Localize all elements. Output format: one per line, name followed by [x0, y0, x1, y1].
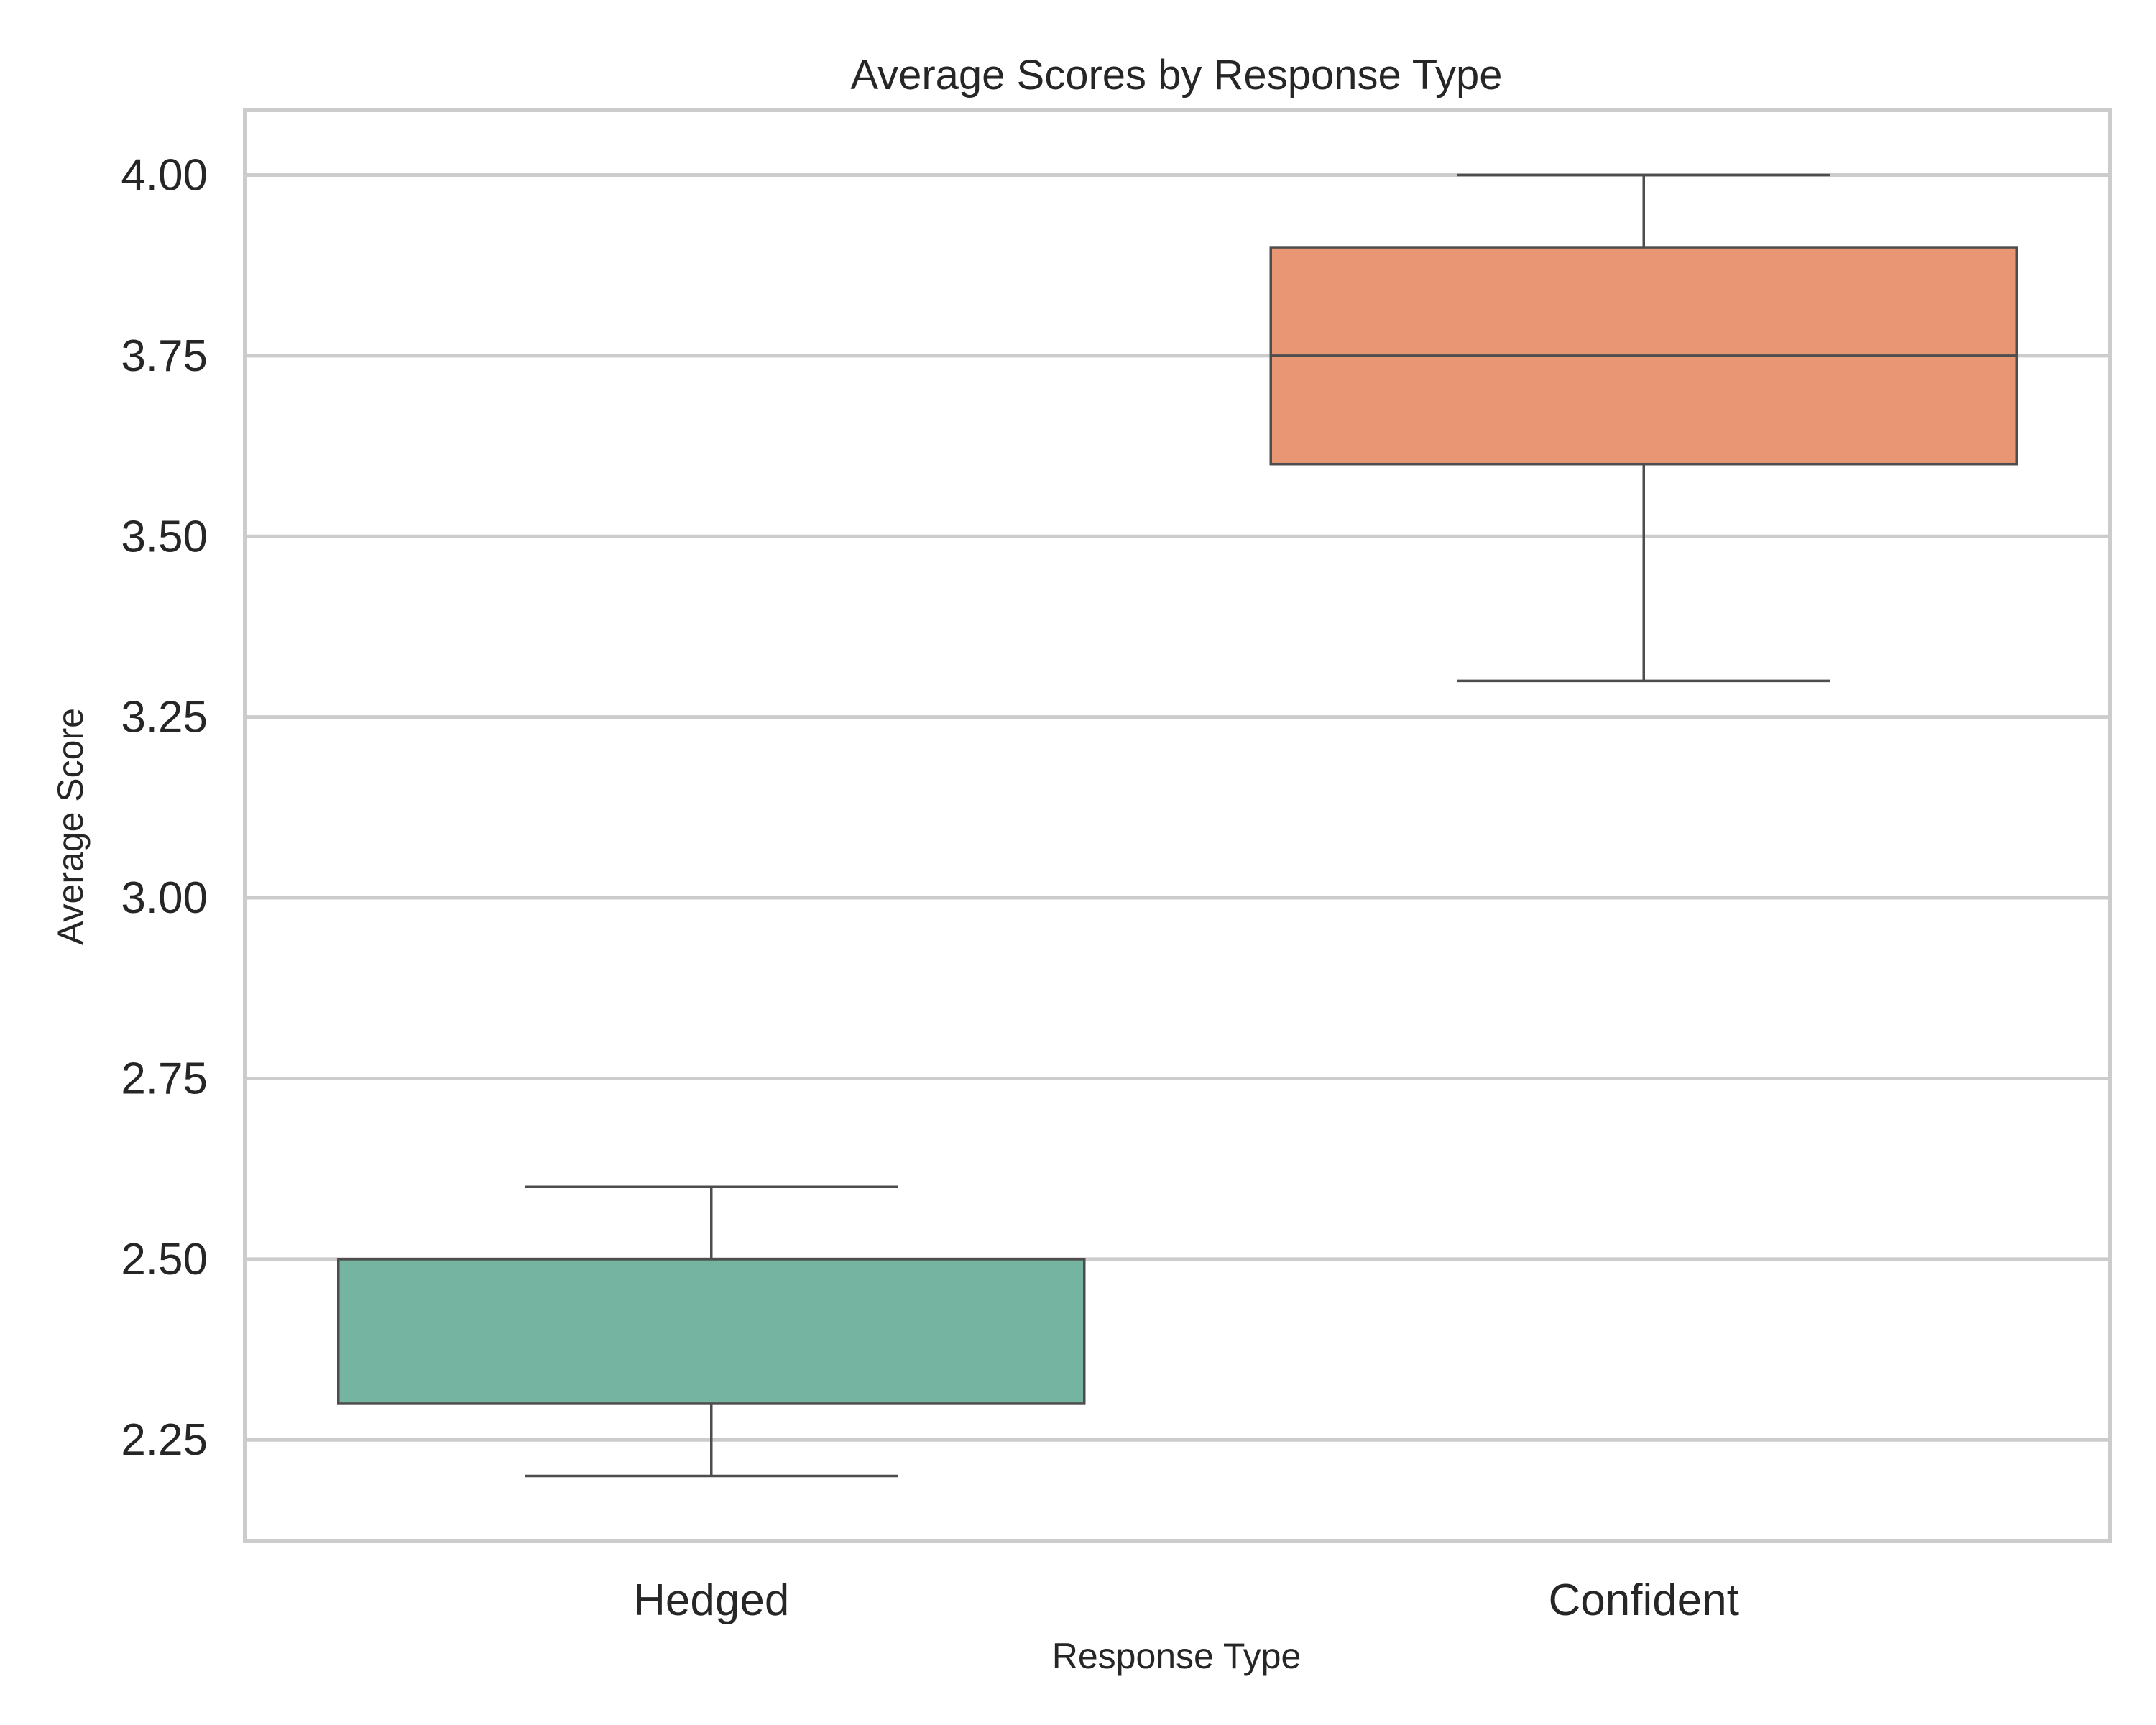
y-tick-label: 3.25: [121, 693, 208, 742]
x-tick-label: Confident: [1549, 1576, 1739, 1625]
x-tick-labels: Hedged Confident: [633, 1576, 1739, 1625]
iqr-box: [337, 1258, 1086, 1405]
y-tick-label: 3.00: [121, 873, 208, 923]
y-tick-label: 3.75: [121, 331, 208, 381]
y-axis-label: Average Score: [50, 708, 91, 945]
y-tick-label: 2.25: [121, 1415, 208, 1465]
x-axis-label: Response Type: [1052, 1636, 1302, 1676]
plot-frame: [243, 108, 2112, 1543]
x-tick-label: Hedged: [633, 1576, 789, 1625]
y-tick-label: 4.00: [121, 151, 208, 201]
boxes: [337, 173, 2018, 1478]
box-hedged: [337, 1185, 1086, 1478]
box-confident: [1269, 173, 2018, 683]
chart-title: Average Scores by Response Type: [850, 52, 1502, 98]
y-tick-label: 2.75: [121, 1054, 208, 1103]
y-tick-label: 3.50: [121, 512, 208, 561]
y-tick-labels: 2.25 2.50 2.75 3.00 3.25 3.50 3.75 4.00: [121, 151, 208, 1466]
y-tick-label: 2.50: [121, 1235, 208, 1284]
